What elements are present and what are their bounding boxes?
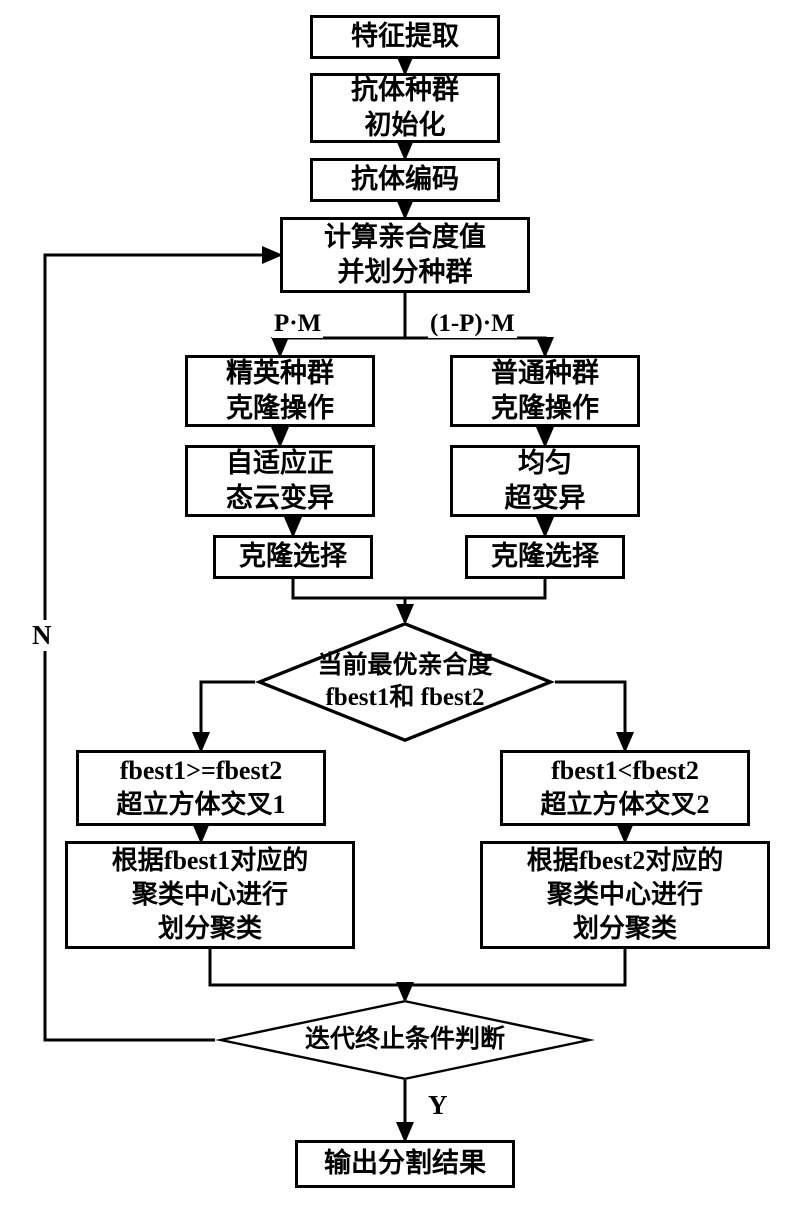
flowchart-node-n12: fbest1<fbest2 超立方体交叉2 bbox=[500, 750, 750, 826]
flowchart-edge bbox=[405, 338, 545, 355]
flowchart-label-l4: Y bbox=[426, 1090, 450, 1121]
flowchart-edge bbox=[293, 579, 405, 598]
flowchart-node-n15: 输出分割结果 bbox=[295, 1140, 515, 1188]
flowchart-node-n7: 自适应正 态云变异 bbox=[185, 445, 375, 517]
flowchart-node-n1: 特征提取 bbox=[310, 15, 500, 59]
flowchart-node-n8: 均匀 超变异 bbox=[450, 445, 640, 517]
flowchart-node-n13: 根据fbest1对应的 聚类中心进行 划分聚类 bbox=[65, 841, 355, 949]
flowchart-edge bbox=[210, 949, 405, 985]
flowchart-edge bbox=[555, 682, 625, 750]
flowchart-edge bbox=[405, 949, 625, 985]
flowchart-node-n9: 克隆选择 bbox=[213, 535, 373, 579]
flowchart-node-n14: 根据fbest2对应的 聚类中心进行 划分聚类 bbox=[480, 841, 770, 949]
flowchart-edge bbox=[280, 338, 405, 355]
flowchart-label-l3: N bbox=[30, 620, 54, 651]
flowchart-node-n3: 抗体编码 bbox=[310, 158, 500, 202]
flowchart-node-n5: 精英种群 克隆操作 bbox=[185, 355, 375, 427]
flowchart-label-l2: (1-P)·M bbox=[428, 310, 517, 338]
flowchart-node-n4: 计算亲合度值 并划分种群 bbox=[280, 217, 530, 293]
flowchart-node-n11: fbest1>=fbest2 超立方体交叉1 bbox=[76, 750, 326, 826]
flowchart-label-l1: P·M bbox=[272, 310, 323, 338]
flowchart-edge bbox=[201, 682, 255, 750]
flowchart-node-n10: 克隆选择 bbox=[465, 535, 625, 579]
flowchart-node-n2: 抗体种群 初始化 bbox=[310, 73, 500, 143]
flowchart-node-n6: 普通种群 克隆操作 bbox=[450, 355, 640, 427]
flowchart-edge bbox=[405, 579, 545, 598]
